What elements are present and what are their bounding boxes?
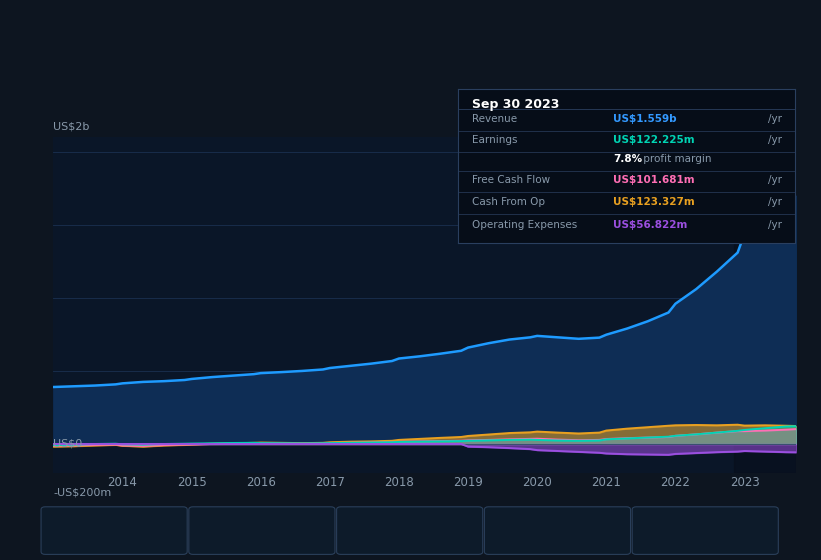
- Text: US$1.559b: US$1.559b: [613, 114, 677, 124]
- Text: ●: ●: [494, 526, 504, 535]
- Text: 2014: 2014: [108, 476, 137, 489]
- Text: 2023: 2023: [730, 476, 759, 489]
- Text: Operating Expenses: Operating Expenses: [472, 220, 577, 230]
- Text: profit margin: profit margin: [640, 153, 712, 164]
- Text: US$2b: US$2b: [53, 122, 89, 132]
- Text: 2016: 2016: [245, 476, 276, 489]
- Text: -US$200m: -US$200m: [53, 487, 112, 497]
- Text: Revenue: Revenue: [472, 114, 517, 124]
- Text: /yr: /yr: [768, 220, 782, 230]
- Text: 2021: 2021: [591, 476, 621, 489]
- Text: Earnings: Earnings: [472, 135, 517, 145]
- Text: US$101.681m: US$101.681m: [613, 175, 695, 185]
- Text: ●: ●: [199, 526, 209, 535]
- Text: 7.8%: 7.8%: [613, 153, 642, 164]
- Text: US$123.327m: US$123.327m: [613, 197, 695, 207]
- Text: Sep 30 2023: Sep 30 2023: [472, 99, 559, 111]
- Text: /yr: /yr: [768, 114, 782, 124]
- Text: 2022: 2022: [660, 476, 690, 489]
- Text: 2019: 2019: [453, 476, 483, 489]
- Text: US$122.225m: US$122.225m: [613, 135, 695, 145]
- Text: US$56.822m: US$56.822m: [613, 220, 687, 230]
- Text: ●: ●: [346, 526, 356, 535]
- Text: US$0: US$0: [53, 439, 83, 449]
- Text: Cash From Op: Cash From Op: [472, 197, 545, 207]
- Bar: [734, 137, 796, 473]
- Text: Operating Expenses: Operating Expenses: [660, 526, 765, 535]
- Text: Earnings: Earnings: [217, 526, 262, 535]
- Text: Revenue: Revenue: [69, 526, 114, 535]
- Text: 2015: 2015: [177, 476, 206, 489]
- Text: Free Cash Flow: Free Cash Flow: [472, 175, 550, 185]
- Text: /yr: /yr: [768, 197, 782, 207]
- Text: ●: ●: [642, 526, 652, 535]
- Text: /yr: /yr: [768, 175, 782, 185]
- Text: 2020: 2020: [522, 476, 552, 489]
- Text: Free Cash Flow: Free Cash Flow: [365, 526, 443, 535]
- Text: Cash From Op: Cash From Op: [512, 526, 585, 535]
- Text: ●: ●: [51, 526, 61, 535]
- Text: 2017: 2017: [315, 476, 345, 489]
- Text: /yr: /yr: [768, 135, 782, 145]
- Text: 2018: 2018: [384, 476, 414, 489]
